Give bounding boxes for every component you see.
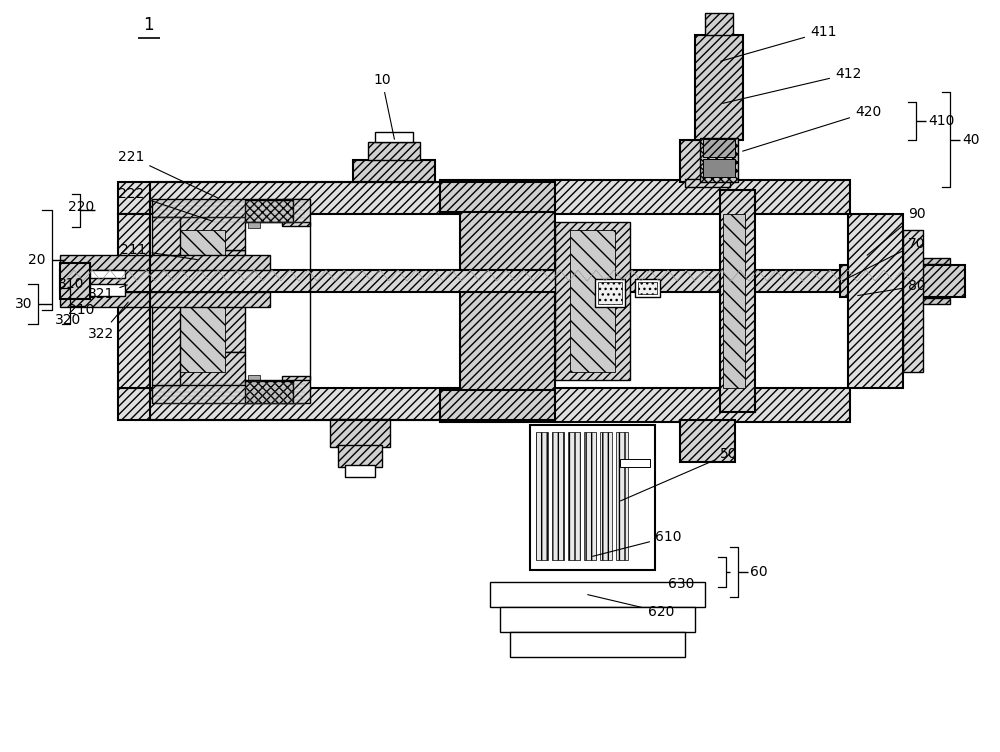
Bar [568,432,580,560]
Bar [60,292,270,307]
Text: 1: 1 [143,16,153,34]
Text: 210: 210 [68,303,94,317]
Text: 10: 10 [373,73,394,139]
Bar [595,279,625,307]
Bar [584,432,596,560]
Bar [635,279,660,297]
Bar [555,388,850,422]
Bar [282,199,310,226]
Text: 410: 410 [928,114,954,128]
Bar [685,179,730,187]
Bar [510,632,685,657]
Bar [60,255,270,270]
Bar [155,216,245,250]
Text: 90: 90 [867,207,926,255]
Bar [703,139,735,157]
Text: 20: 20 [28,253,46,267]
Bar [460,185,555,417]
Bar [90,284,125,296]
Bar [490,582,705,607]
Text: 50: 50 [621,447,738,501]
Text: 40: 40 [962,133,980,147]
Text: 30: 30 [15,297,32,311]
Bar [555,180,850,214]
Bar [700,138,738,182]
Bar [248,222,260,228]
Bar [155,352,245,386]
Bar [375,132,413,142]
Bar [903,230,923,372]
Bar [600,432,612,560]
Text: 610: 610 [593,530,682,556]
Text: 220: 220 [68,200,94,214]
Bar [440,180,570,212]
Text: 60: 60 [750,565,768,579]
Text: 211: 211 [120,243,197,259]
Bar [620,459,650,467]
Bar [720,190,755,412]
Bar [248,375,260,381]
Text: 620: 620 [588,595,674,619]
Bar [536,432,548,560]
Bar [555,222,630,380]
Bar [703,159,735,177]
Bar [680,420,735,462]
Text: 221: 221 [118,150,217,198]
Bar [500,607,695,632]
Bar [705,13,733,35]
Bar [530,425,655,570]
Bar [440,390,570,422]
Bar [338,445,382,467]
Text: 80: 80 [858,279,926,296]
Bar [60,263,90,299]
Bar [118,388,543,420]
Bar [152,199,302,217]
Bar [330,419,390,447]
Bar [60,270,920,292]
Bar [723,214,745,388]
Bar [90,270,125,278]
Bar [848,214,903,388]
Text: 321: 321 [88,285,127,301]
Bar [345,465,375,477]
Bar [598,282,622,304]
Bar [353,160,435,182]
Bar [368,142,420,160]
Bar [638,282,657,294]
Text: 70: 70 [842,237,926,280]
Text: 630: 630 [668,577,694,591]
Bar [552,432,564,560]
Bar [695,35,743,140]
Bar [282,376,310,403]
Text: 411: 411 [721,25,836,61]
Bar [155,250,245,352]
Bar [855,258,950,264]
Bar [152,385,302,403]
Text: 322: 322 [88,302,128,341]
Bar [152,217,180,385]
Bar [165,230,225,372]
Bar [245,200,293,222]
Bar [840,265,965,297]
Text: 222: 222 [118,187,212,221]
Bar [680,140,735,182]
Text: 320: 320 [55,313,81,327]
Bar [570,230,615,372]
Bar [118,214,150,388]
Text: 412: 412 [723,67,861,103]
Bar [245,381,293,403]
Bar [616,432,628,560]
Bar [855,298,950,304]
Text: 310: 310 [58,277,84,291]
Bar [118,182,543,214]
Text: 420: 420 [743,105,881,151]
